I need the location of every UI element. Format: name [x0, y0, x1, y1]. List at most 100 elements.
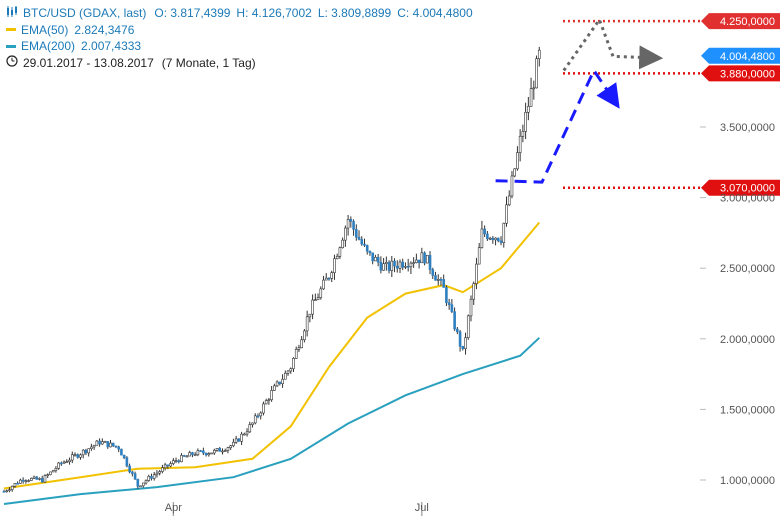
candle-body: [185, 455, 189, 458]
candle-body: [371, 252, 374, 262]
candle-body: [169, 463, 172, 467]
candle-body: [311, 299, 314, 315]
candle-body: [510, 175, 514, 197]
level-tag-label: 3.070,0000: [720, 183, 775, 195]
candle-body: [54, 468, 58, 471]
candle-body: [464, 337, 467, 349]
candle-body: [131, 471, 134, 474]
candle-body: [262, 403, 265, 414]
candle-body: [393, 260, 396, 267]
candle-body: [406, 266, 410, 268]
candle-body: [341, 239, 344, 249]
candle-body: [150, 476, 153, 479]
candle-body: [117, 446, 121, 450]
candle-body: [398, 261, 402, 269]
candle-body: [128, 465, 131, 473]
candle-body: [472, 283, 476, 300]
candle-body: [333, 258, 336, 273]
candle-body: [376, 256, 380, 263]
x-tick-label: Apr: [165, 502, 182, 514]
candle-body: [286, 370, 290, 374]
candle-body: [218, 448, 222, 452]
candle-body: [477, 247, 481, 265]
candle-body: [494, 237, 497, 241]
candle-body: [136, 478, 140, 487]
candle-body: [365, 245, 369, 252]
candle-body: [158, 471, 161, 474]
candle-body: [461, 345, 465, 349]
candle-body: [518, 135, 522, 153]
candle-body: [65, 461, 69, 464]
candle-body: [141, 482, 145, 487]
ohlc-open: O: 3.817,4399: [154, 6, 231, 20]
candle-body: [98, 440, 101, 445]
candle-body: [125, 457, 129, 467]
candles: [2, 46, 541, 493]
candle-body: [425, 254, 429, 264]
candle-body: [32, 476, 36, 479]
candle-body: [344, 227, 347, 241]
y-tick-label: 1.000,0000: [720, 475, 775, 487]
y-tick-label: 2.500,0000: [720, 263, 775, 275]
candle-body: [308, 313, 312, 318]
candle-body: [191, 452, 194, 456]
candle-body: [207, 453, 211, 456]
candle-body: [469, 298, 473, 317]
price-levels: 4.250,0000 4.004,4800 3.880,0000 3.070,0000: [563, 13, 780, 196]
candle-body: [360, 239, 364, 245]
ohlc-high: H: 4.126,7002: [236, 6, 312, 20]
candle-body: [513, 168, 516, 177]
candle-body: [524, 112, 527, 132]
level-tag: [701, 13, 780, 30]
legend-period-row: 29.01.2017 - 13.08.2017 (7 Monate, 1 Tag…: [6, 54, 479, 72]
candle-body: [155, 472, 159, 476]
candle-body: [532, 87, 536, 90]
y-axis: 1.000,0000 1.500,0000 2.000,0000 2.500,0000…: [700, 122, 775, 487]
candle-body: [529, 88, 533, 107]
candle-body: [84, 449, 88, 454]
candle-body: [273, 385, 276, 391]
candle-body: [264, 400, 268, 405]
candle-body: [527, 106, 530, 113]
candle-body: [174, 460, 178, 462]
candle-body: [109, 442, 112, 448]
candle-body: [401, 261, 405, 268]
candle-body: [420, 252, 424, 264]
y-tick-label: 3.000,0000: [720, 193, 775, 205]
candle-body: [289, 368, 293, 372]
candle-body: [537, 49, 541, 59]
candle-body: [16, 482, 19, 485]
y-tick-label: 3.500,0000: [720, 122, 775, 134]
candle-body: [232, 442, 235, 447]
candle-body: [352, 221, 355, 230]
candle-body: [68, 459, 71, 463]
candle-body: [488, 237, 492, 240]
scenario-path: [562, 16, 664, 72]
candle-body: [182, 455, 186, 457]
candle-body: [505, 204, 508, 224]
candle-body: [316, 297, 320, 300]
candle-body: [466, 315, 470, 338]
candle-body: [120, 448, 123, 456]
period-range: 29.01.2017 - 13.08.2017: [23, 55, 154, 70]
candle-body: [60, 462, 63, 465]
candle-body: [166, 464, 170, 467]
ema200-path: [3, 337, 540, 505]
candle-body: [335, 256, 339, 260]
candle-body: [281, 378, 284, 385]
level-tag: [701, 65, 780, 82]
candle-body: [387, 262, 391, 271]
x-tick-label: Jul: [415, 502, 429, 514]
candle-body: [319, 288, 323, 298]
candle-body: [2, 490, 6, 493]
ema200-swatch: [6, 44, 16, 48]
clock-icon: [6, 54, 20, 72]
candle-body: [87, 448, 90, 454]
candle-body: [480, 228, 484, 248]
candle-body: [248, 424, 252, 433]
candle-body: [180, 455, 183, 463]
candle-body: [294, 349, 298, 359]
candle-body: [322, 279, 325, 290]
candle-body: [417, 259, 421, 264]
